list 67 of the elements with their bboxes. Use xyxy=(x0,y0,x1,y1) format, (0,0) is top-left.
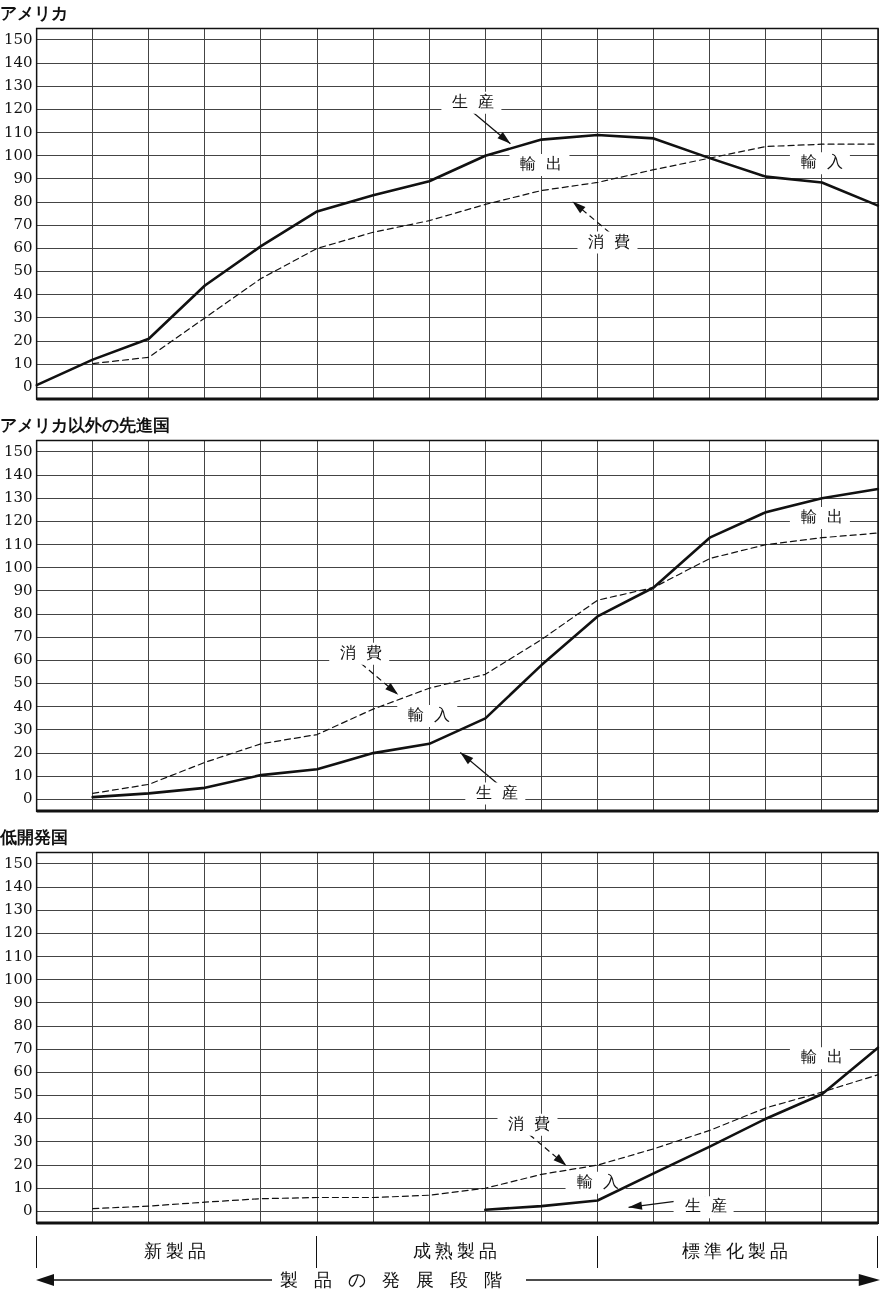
y-tick-label: 80 xyxy=(13,1016,33,1035)
text: 製品の発展段階 xyxy=(279,1268,519,1292)
annotation: 輸入 xyxy=(800,152,853,172)
y-tick-label: 20 xyxy=(13,742,33,761)
y-tick-label: 0 xyxy=(23,1201,33,1220)
y-tick-label: 90 xyxy=(13,168,33,187)
annotation: 輸入 xyxy=(576,1171,629,1191)
y-tick-label: 100 xyxy=(3,557,33,576)
annotation: 輸入 xyxy=(408,705,461,725)
y-tick-label: 110 xyxy=(3,534,33,553)
y-tick-label: 120 xyxy=(3,923,33,942)
text: 生産 xyxy=(684,1196,737,1216)
category-label: 新製品 xyxy=(36,1236,317,1268)
annotation: 輸出 xyxy=(800,1047,853,1067)
chart-title: 低開発国 xyxy=(0,826,68,847)
y-tick-label: 80 xyxy=(13,604,33,623)
annotation: 輸出 xyxy=(520,154,573,174)
y-tick-label: 50 xyxy=(13,1085,33,1104)
category-label: 標準化製品 xyxy=(596,1236,878,1268)
y-tick-label: 30 xyxy=(13,1131,33,1150)
y-tick-label: 110 xyxy=(3,122,33,141)
text: 消費 xyxy=(340,642,393,662)
category-label: 成熟製品 xyxy=(316,1236,597,1268)
y-tick-label: 90 xyxy=(13,992,33,1011)
y-tick-label: 90 xyxy=(13,580,33,599)
y-tick-label: 20 xyxy=(13,1154,33,1173)
y-tick-label: 110 xyxy=(3,946,33,965)
chart-title: アメリカ xyxy=(0,2,68,23)
y-tick-label: 60 xyxy=(13,238,33,257)
y-tick-label: 0 xyxy=(23,789,33,808)
y-tick-label: 100 xyxy=(3,969,33,988)
y-tick-label: 10 xyxy=(13,1178,33,1197)
y-tick-label: 10 xyxy=(13,354,33,373)
y-tick-label: 50 xyxy=(13,673,33,692)
y-tick-label: 120 xyxy=(3,99,33,118)
chart-title: アメリカ以外の先進国 xyxy=(0,414,170,435)
y-tick-label: 140 xyxy=(3,53,33,72)
y-tick-label: 130 xyxy=(3,488,33,507)
y-tick-label: 80 xyxy=(13,192,33,211)
y-tick-label: 70 xyxy=(13,1039,33,1058)
y-tick-label: 0 xyxy=(23,377,33,396)
y-tick-label: 70 xyxy=(13,627,33,646)
y-tick-label: 60 xyxy=(13,1062,33,1081)
y-tick-label: 130 xyxy=(3,76,33,95)
legend-label: 生産 xyxy=(476,782,529,802)
y-tick-label: 40 xyxy=(13,1108,33,1127)
y-tick-label: 140 xyxy=(3,877,33,896)
annotation: 輸出 xyxy=(800,507,853,527)
text: 消費 xyxy=(508,1113,561,1133)
y-tick-label: 20 xyxy=(13,330,33,349)
y-tick-label: 140 xyxy=(3,465,33,484)
y-tick-label: 150 xyxy=(3,29,33,48)
y-tick-label: 40 xyxy=(13,284,33,303)
y-tick-label: 10 xyxy=(13,766,33,785)
legend-label: 消費 xyxy=(588,231,641,251)
y-tick-label: 60 xyxy=(13,650,33,669)
y-tick-label: 120 xyxy=(3,511,33,530)
y-tick-label: 30 xyxy=(13,307,33,326)
y-tick-label: 30 xyxy=(13,719,33,738)
y-tick-label: 50 xyxy=(13,261,33,280)
y-tick-label: 150 xyxy=(3,853,33,872)
y-tick-label: 150 xyxy=(3,441,33,460)
y-tick-label: 70 xyxy=(13,215,33,234)
text: 生産 xyxy=(452,91,505,111)
y-tick-label: 40 xyxy=(13,696,33,715)
y-tick-label: 130 xyxy=(3,900,33,919)
y-tick-label: 100 xyxy=(3,145,33,164)
